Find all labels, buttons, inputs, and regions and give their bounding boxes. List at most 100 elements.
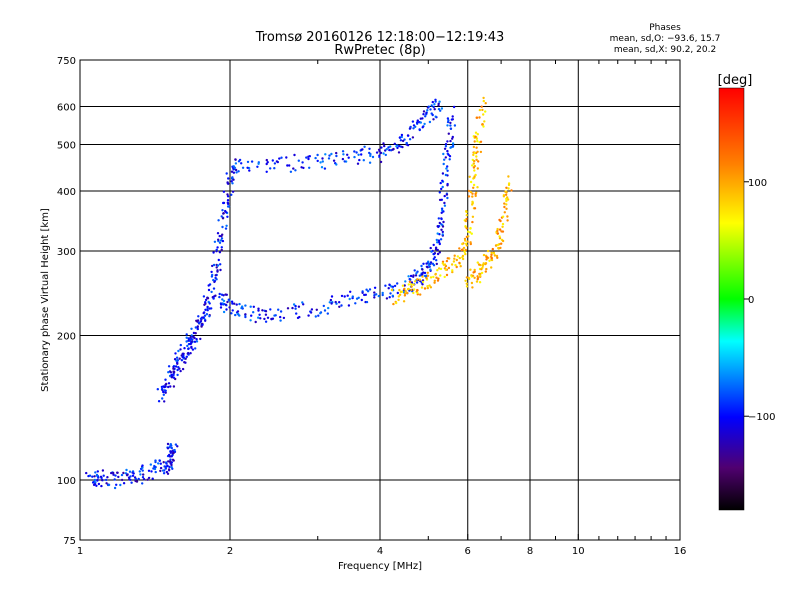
data-point [188, 339, 192, 342]
data-point [165, 462, 168, 465]
data-point [236, 312, 239, 316]
data-point [131, 474, 135, 477]
data-point [409, 274, 413, 278]
data-point [142, 478, 146, 481]
data-point [365, 288, 368, 291]
data-point [441, 230, 444, 234]
data-point [469, 180, 473, 184]
data-point [194, 332, 197, 335]
data-point [156, 388, 159, 391]
data-point [197, 321, 201, 325]
data-point [204, 308, 207, 311]
data-point [135, 480, 139, 483]
data-point [423, 271, 427, 275]
data-point [307, 314, 310, 317]
data-point [240, 162, 243, 165]
data-point [444, 173, 448, 177]
data-point [166, 447, 170, 450]
data-point [373, 291, 376, 294]
data-point [444, 156, 447, 159]
data-point [506, 219, 509, 222]
data-point [502, 195, 506, 198]
data-point [346, 153, 349, 156]
data-point [234, 313, 237, 317]
data-point [473, 268, 476, 272]
data-point [194, 347, 197, 350]
data-point [347, 156, 350, 159]
stats-line-x: mean, sd,X: 90.2, 20.2 [614, 45, 716, 55]
data-point [279, 310, 283, 313]
x-tick-label: 16 [674, 546, 687, 557]
data-point [85, 471, 88, 475]
data-point [443, 204, 447, 207]
data-point [443, 158, 446, 161]
data-point [353, 155, 356, 159]
data-point [113, 478, 116, 481]
data-point [468, 175, 471, 178]
data-point [510, 189, 513, 192]
data-point [448, 158, 451, 161]
data-point [439, 181, 442, 185]
data-point [203, 311, 206, 314]
data-point [125, 468, 128, 472]
data-point [490, 256, 493, 260]
data-point [484, 262, 488, 265]
data-point [387, 287, 390, 290]
data-point [161, 469, 165, 472]
data-point [400, 133, 404, 137]
data-point [291, 306, 294, 310]
data-point [207, 284, 210, 287]
data-point [464, 252, 467, 256]
data-point [217, 238, 220, 241]
data-point [199, 317, 203, 320]
data-point [472, 186, 475, 189]
data-point [442, 152, 445, 156]
data-point [365, 300, 369, 304]
axis-ticks: 1 2 4 6 8 10 16 75 100 200 300 400 500 600 750 [57, 56, 686, 557]
data-point [425, 276, 428, 280]
data-point [241, 166, 245, 169]
data-point [154, 470, 157, 474]
data-point [197, 315, 200, 318]
data-point [172, 451, 175, 455]
data-point [221, 225, 224, 229]
data-point [482, 113, 485, 116]
data-point [225, 224, 228, 227]
data-point [409, 278, 412, 281]
data-point [257, 309, 260, 312]
data-point [202, 295, 206, 298]
data-point [484, 270, 487, 273]
data-point [222, 310, 226, 314]
data-point [115, 483, 118, 486]
data-point [172, 365, 175, 369]
data-point [274, 314, 277, 317]
data-point [278, 157, 281, 160]
data-point [362, 159, 365, 162]
data-point [476, 167, 479, 170]
data-point [166, 442, 170, 446]
data-point [236, 310, 240, 313]
data-point [218, 295, 221, 299]
data-point [191, 338, 194, 341]
data-point [426, 286, 429, 290]
data-point [503, 211, 506, 214]
data-point [176, 361, 179, 364]
data-point [476, 140, 479, 143]
data-point [453, 257, 456, 260]
data-point [300, 166, 303, 169]
data-point [488, 259, 491, 262]
data-point [341, 150, 345, 153]
data-point [157, 400, 161, 403]
data-point [438, 198, 442, 202]
data-point [296, 316, 300, 320]
data-point [464, 239, 467, 242]
y-tick-label: 100 [57, 476, 76, 487]
data-point [402, 300, 406, 303]
data-point [412, 127, 415, 130]
data-point [196, 326, 199, 329]
data-point [472, 166, 476, 169]
data-point [341, 157, 345, 161]
data-point [149, 463, 152, 466]
data-point [181, 356, 184, 359]
data-point [164, 378, 167, 381]
